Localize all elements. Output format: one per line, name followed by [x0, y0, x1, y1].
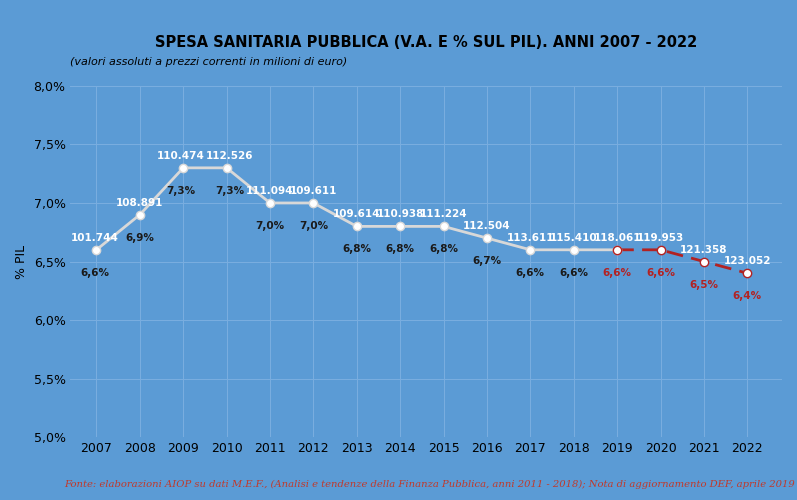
Text: 7,0%: 7,0% — [299, 221, 328, 231]
Text: Fonte: elaborazioni AIOP su dati M.E.F., (Analisi e tendenze della Finanza Pubbl: Fonte: elaborazioni AIOP su dati M.E.F.,… — [64, 480, 795, 489]
Text: 119.953: 119.953 — [637, 233, 684, 243]
Text: 115.410: 115.410 — [550, 233, 598, 243]
Text: 6,8%: 6,8% — [342, 244, 371, 254]
Y-axis label: % PIL: % PIL — [15, 244, 28, 278]
Text: 110.938: 110.938 — [376, 210, 424, 220]
Text: 110.474: 110.474 — [156, 151, 204, 161]
Title: SPESA SANITARIA PUBBLICA (V.A. E % SUL PIL). ANNI 2007 - 2022: SPESA SANITARIA PUBBLICA (V.A. E % SUL P… — [155, 35, 697, 50]
Text: 7,3%: 7,3% — [166, 186, 195, 196]
Text: 101.744: 101.744 — [71, 233, 119, 243]
Text: 6,6%: 6,6% — [603, 268, 631, 278]
Text: 111.094: 111.094 — [246, 186, 294, 196]
Text: 6,6%: 6,6% — [646, 268, 675, 278]
Text: 6,8%: 6,8% — [386, 244, 414, 254]
Text: 112.504: 112.504 — [463, 221, 511, 231]
Text: 6,5%: 6,5% — [689, 280, 718, 289]
Text: 109.611: 109.611 — [289, 186, 337, 196]
Text: 109.614: 109.614 — [333, 210, 380, 220]
Text: 121.358: 121.358 — [680, 244, 728, 254]
Text: 113.611: 113.611 — [507, 233, 554, 243]
Text: 112.526: 112.526 — [206, 151, 253, 161]
Text: 6,6%: 6,6% — [559, 268, 588, 278]
Text: 7,0%: 7,0% — [256, 221, 285, 231]
Text: 108.891: 108.891 — [116, 198, 163, 207]
Text: 6,6%: 6,6% — [80, 268, 109, 278]
Text: 123.052: 123.052 — [724, 256, 771, 266]
Text: 6,9%: 6,9% — [125, 232, 155, 242]
Text: 111.224: 111.224 — [420, 210, 467, 220]
Text: 118.061: 118.061 — [594, 233, 641, 243]
Text: 6,4%: 6,4% — [732, 292, 762, 302]
Text: 6,7%: 6,7% — [473, 256, 501, 266]
Text: (valori assoluti a prezzi correnti in milioni di euro): (valori assoluti a prezzi correnti in mi… — [70, 56, 347, 66]
Text: 6,6%: 6,6% — [516, 268, 545, 278]
Text: 6,8%: 6,8% — [429, 244, 458, 254]
Text: 7,3%: 7,3% — [215, 186, 244, 196]
